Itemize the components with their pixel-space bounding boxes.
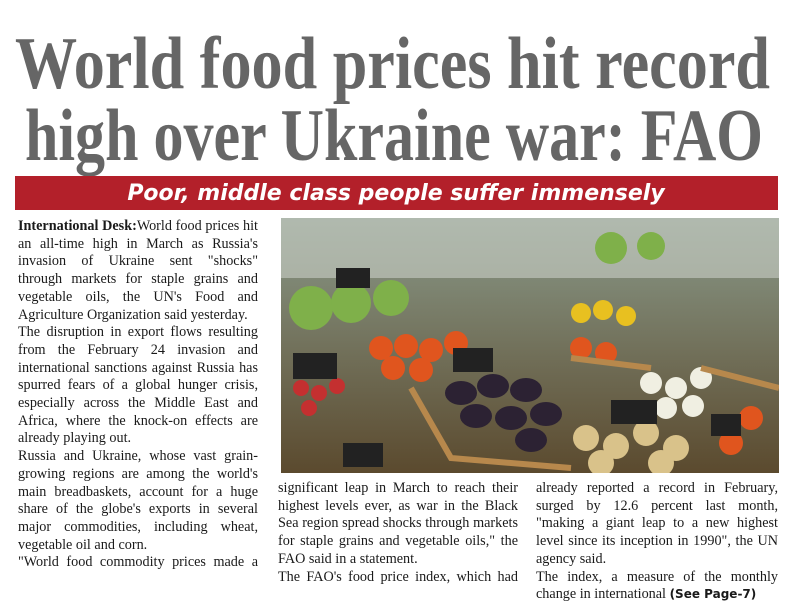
- headline-line: World food prices hit record: [15, 23, 770, 105]
- paragraph: significant leap in March to reach their…: [278, 480, 518, 567]
- column: significant leap in March to reach their…: [278, 480, 518, 586]
- subheadline-banner: [15, 176, 778, 210]
- paragraph: The FAO's food price index, which had: [278, 568, 518, 585]
- paragraph: already reported a record in February, s…: [536, 480, 778, 567]
- column: already reported a record in February, s…: [536, 480, 778, 604]
- paragraph: Russia and Ukraine, whose vast grain-gro…: [18, 448, 258, 553]
- lead: International Desk:: [18, 218, 137, 234]
- paragraph: The disruption in export flows resulting…: [18, 324, 258, 447]
- text: World food prices hit an all-time high i…: [18, 218, 258, 323]
- text: The index, a measure of the monthly chan…: [536, 568, 778, 603]
- subheadline: Poor, middle class people suffer immense…: [127, 181, 666, 206]
- photo: [281, 218, 779, 473]
- headline-line: high over Ukraine war: FAO: [25, 95, 763, 177]
- column: International Desk:World food prices hit…: [18, 218, 258, 572]
- masthead: World food prices hit record high over U…: [15, 23, 778, 210]
- paragraph: International Desk:World food prices hit…: [18, 218, 258, 324]
- paragraph: "World food commodity prices made a: [18, 554, 258, 571]
- continuation: (See Page-7): [669, 587, 757, 602]
- paragraph: The index, a measure of the monthly chan…: [536, 569, 778, 604]
